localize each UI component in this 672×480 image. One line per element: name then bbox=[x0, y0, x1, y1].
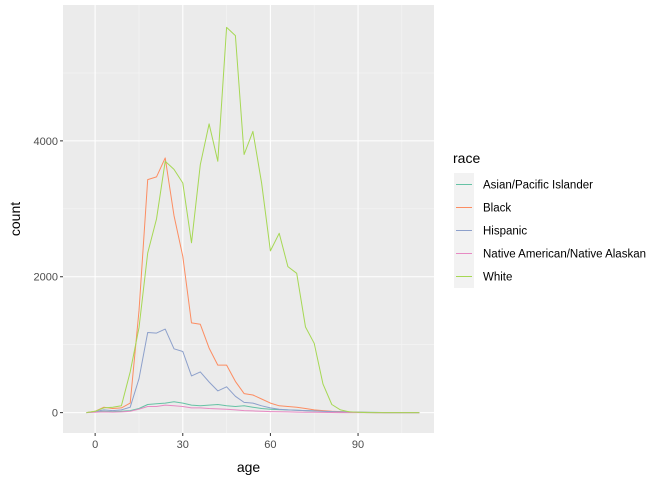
major-gridlines bbox=[63, 5, 434, 433]
legend-label: Asian/Pacific Islander bbox=[483, 180, 593, 192]
y-axis: 0 2000 4000 bbox=[34, 136, 63, 420]
x-tick-label: 0 bbox=[92, 439, 98, 451]
y-tick-label: 0 bbox=[52, 408, 58, 420]
legend-title: race bbox=[453, 150, 480, 166]
y-axis-title: count bbox=[7, 202, 23, 236]
x-tick-label: 60 bbox=[264, 439, 276, 451]
series-lines bbox=[86, 26, 420, 414]
x-axis-title: age bbox=[237, 459, 261, 475]
x-axis: 0 30 60 90 bbox=[92, 433, 364, 451]
legend-label: White bbox=[483, 272, 512, 284]
y-tick-label: 2000 bbox=[34, 272, 58, 284]
plot-panel bbox=[63, 5, 434, 433]
x-tick-label: 90 bbox=[352, 439, 364, 451]
legend-label: Native American/Native Alaskan bbox=[483, 249, 646, 261]
legend-label: Hispanic bbox=[483, 226, 527, 238]
x-tick-label: 30 bbox=[177, 439, 189, 451]
y-tick-label: 4000 bbox=[34, 136, 58, 148]
legend: race Asian/Pacific Islander Black Hispanic… bbox=[453, 150, 646, 288]
minor-gridlines bbox=[63, 5, 434, 433]
legend-label: Black bbox=[483, 203, 511, 215]
series-line-5 bbox=[86, 26, 420, 414]
